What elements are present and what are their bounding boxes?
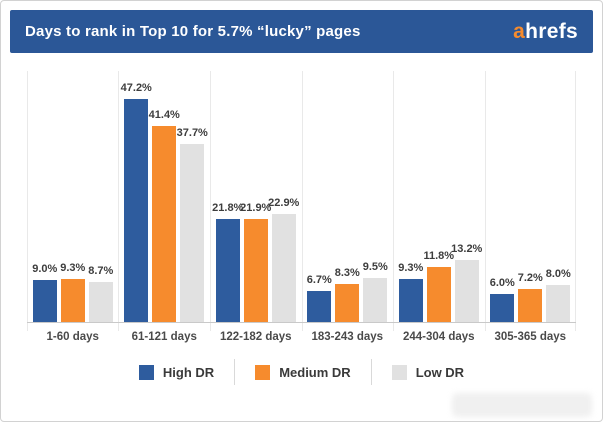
bar-group-244-304-days: 9.3% 11.8% 13.2% [393,71,485,323]
legend-divider [234,359,236,385]
bar-value-label: 9.3% [398,261,424,274]
bar-low-dr: 22.9% [268,197,299,323]
bar-group-61-121-days: 47.2% 41.4% 37.7% [119,71,211,323]
category-label: 122-182 days [219,331,292,343]
bar-value-label: 7.2% [517,271,543,284]
bar-value-label: 9.3% [60,261,86,274]
category-label: 244-304 days [402,331,475,343]
bar-medium-dr: 7.2% [518,272,543,323]
bar-group-183-243-days: 6.7% 8.3% 9.5% [302,71,394,323]
gridline [484,71,486,331]
bar-value-label: 37.7% [176,126,208,139]
gridline [27,71,28,331]
gridline [575,71,576,331]
bar-value-label: 8.0% [545,267,571,280]
category-label: 1-60 days [46,331,99,343]
bar-medium-dr: 41.4% [149,109,180,323]
bar-group-305-365-days: 6.0% 7.2% 8.0% [485,71,577,323]
bar-low-dr: 8.7% [88,265,113,323]
bar-value-label: 11.8% [423,249,455,262]
chart-header: Days to rank in Top 10 for 5.7% “lucky” … [10,10,593,53]
logo-accent-letter: a [513,19,526,43]
bar-value-label: 22.9% [268,197,300,210]
bar-low-dr: 9.5% [363,261,388,323]
legend-item-high-dr: High DR [138,364,215,380]
bar-low-dr: 8.0% [546,268,571,323]
bar-value-label: 13.2% [451,243,483,256]
bar-value-label: 9.0% [32,263,58,276]
bar-group-122-182-days: 21.8% 21.9% 22.9% [210,71,302,323]
bar-high-dr: 9.3% [398,262,423,323]
bar-low-dr: 37.7% [177,127,208,323]
legend-item-medium-dr: Medium DR [255,364,351,380]
legend-swatch [255,364,271,380]
legend: High DR Medium DR Low DR [27,359,576,385]
watermark [452,393,592,417]
legend-label: Low DR [415,364,465,380]
category-axis: 1-60 days 61-121 days 122-182 days 183-243 … [27,331,576,343]
bar-value-label: 9.5% [362,260,388,273]
legend-divider [370,359,372,385]
chart-area: 9.0% 9.3% 8.7% 47.2% 41.4% 37.7% 21.8% 21.9% 22.… [27,71,576,385]
category-label: 305-365 days [494,331,567,343]
legend-label: High DR [162,364,215,380]
x-axis-baseline [27,322,576,323]
legend-item-low-dr: Low DR [391,364,465,380]
bar-medium-dr: 8.3% [335,267,360,323]
bar-group-1-60-days: 9.0% 9.3% 8.7% [27,71,119,323]
legend-swatch [138,364,154,380]
bar-low-dr: 13.2% [451,243,482,323]
bar-value-label: 6.0% [489,277,515,290]
gridline [392,71,394,331]
bar-high-dr: 6.0% [490,277,515,323]
bar-medium-dr: 11.8% [423,250,454,323]
bar-value-label: 41.4% [148,109,180,122]
bar-medium-dr: 9.3% [60,262,85,323]
bar-value-label: 21.8% [212,202,244,215]
bar-high-dr: 6.7% [307,274,332,323]
gridline [209,71,211,331]
category-label: 183-243 days [311,331,384,343]
ahrefs-logo: ahrefs [513,20,578,44]
logo-rest: hrefs [525,19,578,43]
bar-value-label: 8.3% [334,266,360,279]
chart-title: Days to rank in Top 10 for 5.7% “lucky” … [25,23,361,40]
gridline [118,71,120,331]
gridline [301,71,303,331]
bar-value-label: 47.2% [120,81,152,94]
bar-value-label: 8.7% [88,264,114,277]
bar-value-label: 21.9% [240,201,272,214]
bar-high-dr: 21.8% [212,202,243,323]
bar-high-dr: 47.2% [121,82,152,323]
bar-medium-dr: 21.9% [240,202,271,323]
plot-area: 9.0% 9.3% 8.7% 47.2% 41.4% 37.7% 21.8% 21.9% 22.… [27,71,577,331]
bar-high-dr: 9.0% [32,263,57,323]
category-label: 61-121 days [131,331,197,343]
bar-value-label: 6.7% [306,274,332,287]
legend-label: Medium DR [279,364,351,380]
legend-swatch [391,364,407,380]
